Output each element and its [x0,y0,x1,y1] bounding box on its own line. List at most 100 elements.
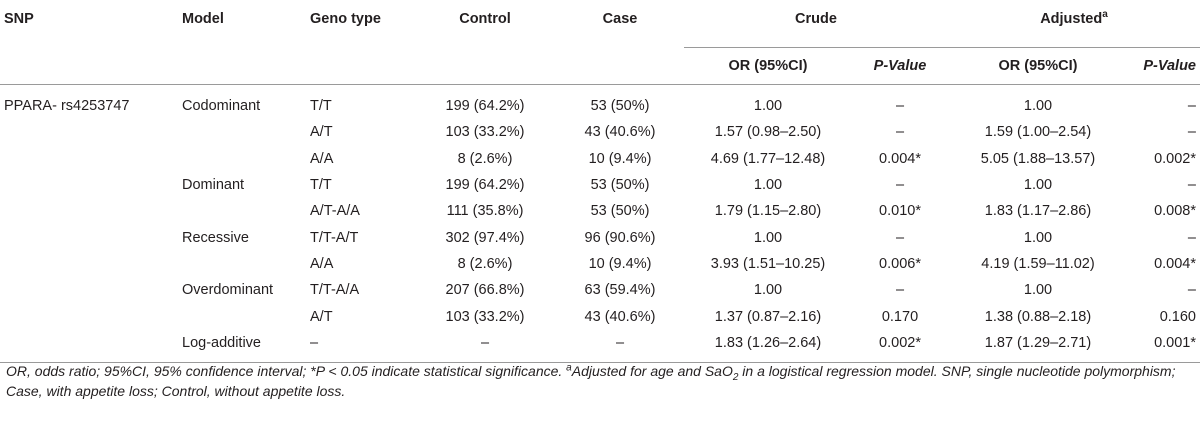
table-row: Overdominant T/T-A/A 207 (66.8%) 63 (59.… [0,277,1200,303]
crude-p-cell: – [895,229,905,246]
crude-or-cell: 1.83 (1.26–2.64) [714,334,822,351]
adj-p-cell: 0.002* [1154,150,1196,167]
header-crude-p: P-Value [873,58,927,74]
crude-p-cell: – [895,98,905,115]
adj-p-cell: – [1187,98,1196,115]
control-cell: 8 (2.6%) [457,150,513,167]
control-cell: 103 (33.2%) [445,124,525,141]
case-cell: 53 (50%) [590,177,650,194]
adj-p-cell: 0.004* [1154,255,1196,272]
genotype-cell: A/A [310,255,334,272]
control-cell: 103 (33.2%) [445,308,525,325]
crude-or-cell: 4.69 (1.77–12.48) [710,150,826,167]
case-cell: 96 (90.6%) [584,229,656,246]
crude-or-cell: 1.57 (0.98–2.50) [714,124,822,141]
crude-p-cell: – [895,124,905,141]
genotype-cell: A/T [310,308,333,325]
crude-or-cell: 3.93 (1.51–10.25) [710,255,826,272]
header-adj-or: OR (95%CI) [998,58,1078,74]
footnote-part1: OR, odds ratio; 95%CI, 95% confidence in… [6,363,567,379]
case-cell: 10 (9.4%) [588,255,652,272]
control-cell: 8 (2.6%) [457,255,513,272]
adj-or-cell: 1.00 [1023,282,1053,299]
adj-or-cell: 5.05 (1.88–13.57) [980,150,1096,167]
crude-p-cell: – [895,282,905,299]
adj-or-cell: 1.38 (0.88–2.18) [984,308,1092,325]
crude-p-cell: 0.170 [881,308,919,325]
model-cell [178,303,306,329]
table-footnote: OR, odds ratio; 95%CI, 95% confidence in… [6,361,1186,401]
header-adjusted-sup: a [1102,9,1108,21]
case-cell: 63 (59.4%) [584,282,656,299]
case-cell: 53 (50%) [590,203,650,220]
genotype-cell: A/T [310,124,333,141]
adj-p-cell: – [1187,177,1196,194]
header-control: Control [459,11,511,27]
crude-p-cell: 0.004* [879,150,921,167]
model-cell [178,251,306,277]
genotype-cell: – [310,334,319,351]
snp-cell: PPARA- rs4253747 [4,98,130,115]
adj-or-cell: 1.59 (1.00–2.54) [984,124,1092,141]
model-cell: Log-additive [182,334,261,351]
results-table: SNP Model Geno type Control Case Crude A… [0,8,1200,363]
adj-or-cell: 1.87 (1.29–2.71) [984,334,1092,351]
header-crude-or: OR (95%CI) [728,58,808,74]
crude-or-cell: 1.00 [753,98,783,115]
crude-or-cell: 1.00 [753,177,783,194]
control-cell: – [480,334,490,351]
model-cell [178,198,306,224]
case-cell: – [615,334,625,351]
table-header: SNP Model Geno type Control Case Crude A… [0,8,1200,85]
footnote-sub: 2 [732,371,739,383]
table-row: Log-additive – – – 1.83 (1.26–2.64) 0.00… [0,330,1200,363]
genotype-cell: T/T [310,98,332,115]
table-row: A/T 103 (33.2%) 43 (40.6%) 1.57 (0.98–2.… [0,119,1200,145]
table-row: A/A 8 (2.6%) 10 (9.4%) 3.93 (1.51–10.25)… [0,251,1200,277]
table-row: Dominant T/T 199 (64.2%) 53 (50%) 1.00 –… [0,172,1200,198]
table-row: A/A 8 (2.6%) 10 (9.4%) 4.69 (1.77–12.48)… [0,146,1200,172]
header-adj-p: P-Value [1143,58,1196,74]
header-model: Model [182,11,224,27]
table-row: PPARA- rs4253747 Codominant T/T 199 (64.… [0,85,1200,120]
genotype-cell: T/T [310,177,332,194]
crude-or-cell: 1.79 (1.15–2.80) [714,203,822,220]
adj-or-cell: 1.00 [1023,98,1053,115]
control-cell: 207 (66.8%) [445,282,525,299]
genotype-cell: A/A [310,150,334,167]
crude-p-cell: 0.002* [879,334,921,351]
adj-p-cell: 0.001* [1154,334,1196,351]
adj-p-cell: – [1187,229,1196,246]
crude-or-cell: 1.37 (0.87–2.16) [714,308,822,325]
case-cell: 43 (40.6%) [584,124,656,141]
header-adjusted-label: Adjusted [1040,11,1103,27]
table-row: A/T-A/A 111 (35.8%) 53 (50%) 1.79 (1.15–… [0,198,1200,224]
model-cell: Codominant [182,98,261,115]
table-row: Recessive T/T-A/T 302 (97.4%) 96 (90.6%)… [0,224,1200,250]
control-cell: 199 (64.2%) [445,98,525,115]
model-cell [178,119,306,145]
header-crude: Crude [684,8,948,48]
adj-p-cell: 0.008* [1154,203,1196,220]
case-cell: 10 (9.4%) [588,150,652,167]
table-body: PPARA- rs4253747 Codominant T/T 199 (64.… [0,85,1200,363]
adj-or-cell: 1.83 (1.17–2.86) [984,203,1092,220]
header-snp: SNP [4,11,34,27]
control-cell: 199 (64.2%) [445,177,525,194]
control-cell: 302 (97.4%) [445,229,525,246]
footnote-sup: a [566,362,572,374]
crude-p-cell: – [895,177,905,194]
adj-or-cell: 1.00 [1023,177,1053,194]
genotype-cell: A/T-A/A [310,203,360,220]
adj-or-cell: 1.00 [1023,229,1053,246]
adj-p-cell: – [1187,282,1196,299]
header-case: Case [602,11,638,27]
model-cell: Overdominant [182,282,274,299]
crude-or-cell: 1.00 [753,282,783,299]
model-cell: Dominant [182,177,245,194]
table-row: A/T 103 (33.2%) 43 (40.6%) 1.37 (0.87–2.… [0,303,1200,329]
crude-p-cell: 0.010* [879,203,921,220]
control-cell: 111 (35.8%) [446,203,524,220]
crude-p-cell: 0.006* [879,255,921,272]
